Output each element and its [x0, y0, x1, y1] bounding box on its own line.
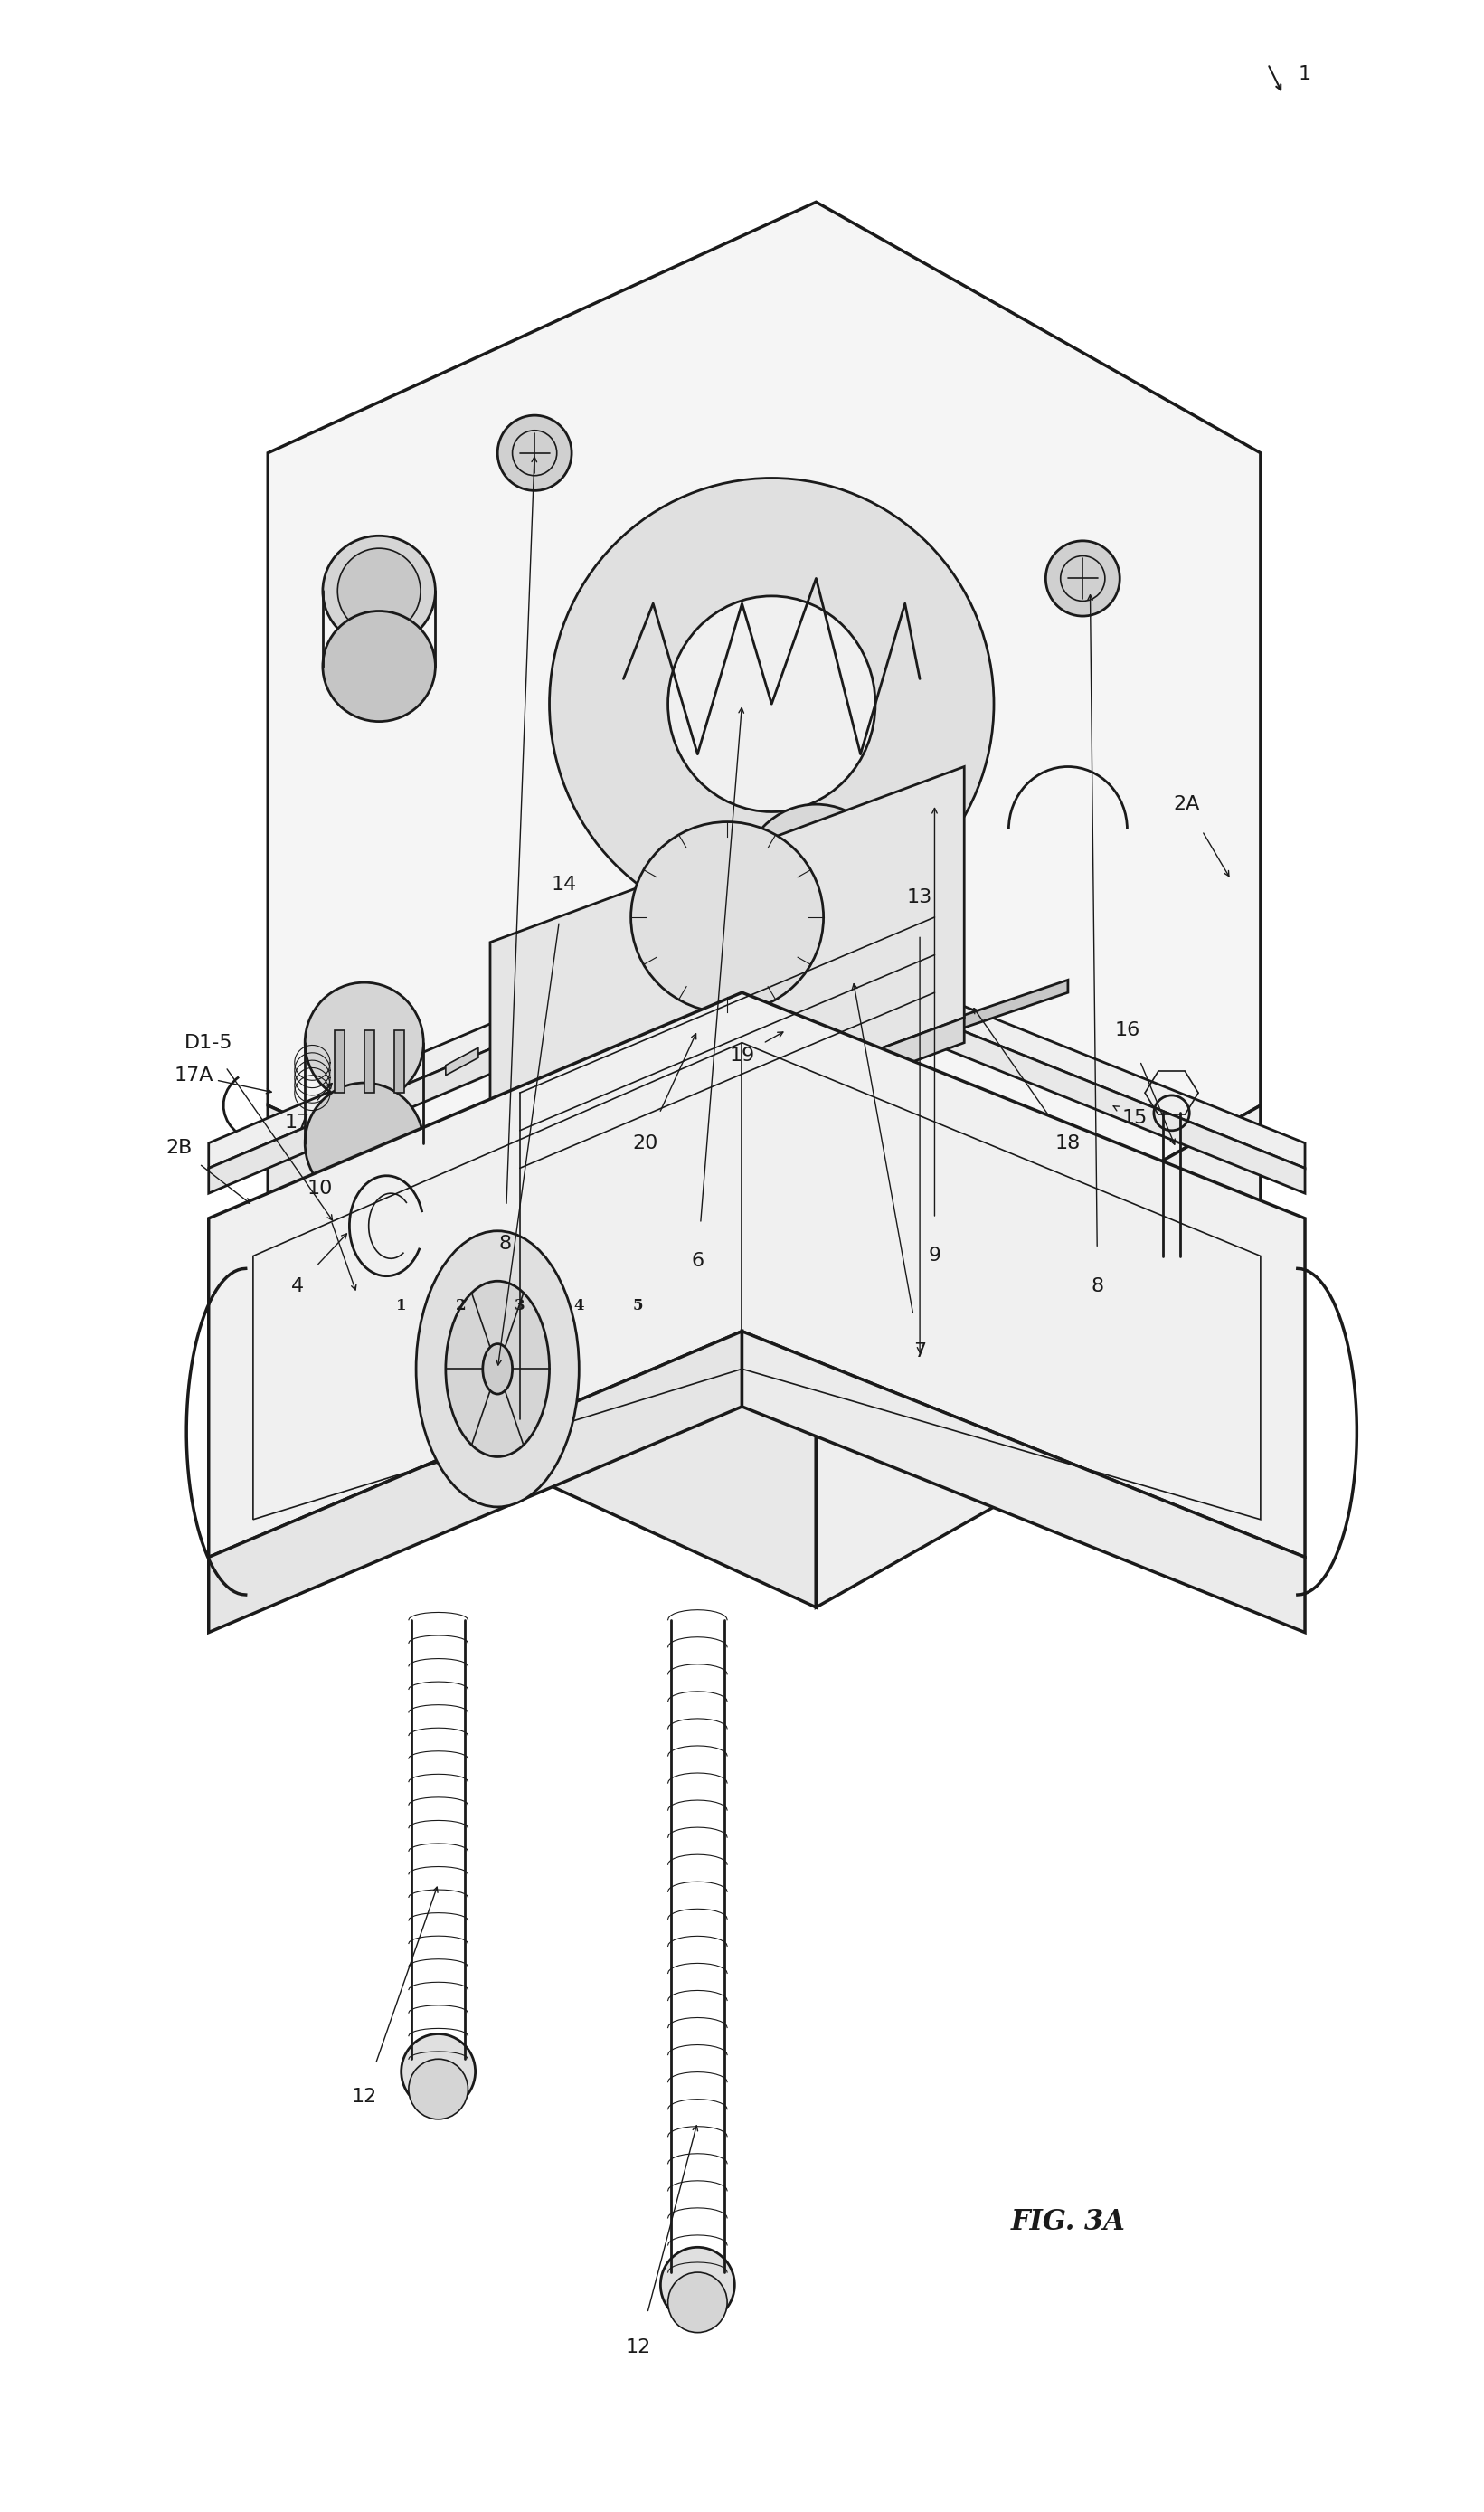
Polygon shape: [209, 942, 742, 1193]
Polygon shape: [445, 1048, 478, 1075]
Ellipse shape: [497, 414, 571, 490]
Polygon shape: [594, 1027, 626, 1055]
Polygon shape: [209, 917, 1304, 1168]
Polygon shape: [209, 992, 1304, 1557]
Polygon shape: [668, 1017, 700, 1045]
Text: 1: 1: [1298, 65, 1312, 83]
Text: 5: 5: [634, 1299, 644, 1314]
Text: 8: 8: [1091, 1276, 1104, 1296]
Text: 3: 3: [515, 1299, 525, 1314]
Text: 12: 12: [352, 2087, 377, 2105]
Ellipse shape: [482, 1344, 512, 1394]
Text: 12: 12: [626, 2339, 651, 2356]
Polygon shape: [364, 1030, 374, 1093]
Text: 2: 2: [456, 1299, 466, 1314]
Polygon shape: [816, 1105, 1260, 1608]
Ellipse shape: [322, 535, 435, 646]
Ellipse shape: [416, 1231, 579, 1507]
Ellipse shape: [408, 2060, 467, 2120]
Text: 1: 1: [396, 1299, 407, 1314]
Text: 20: 20: [632, 1133, 659, 1153]
Polygon shape: [742, 1331, 1304, 1633]
Ellipse shape: [668, 2273, 727, 2334]
Polygon shape: [772, 987, 905, 1045]
Ellipse shape: [304, 1083, 423, 1203]
Polygon shape: [269, 1105, 816, 1608]
Ellipse shape: [742, 804, 890, 955]
Text: 4: 4: [291, 1276, 304, 1296]
Text: 15: 15: [1122, 1108, 1147, 1128]
Text: 9: 9: [928, 1246, 941, 1266]
Text: 4: 4: [574, 1299, 585, 1314]
Ellipse shape: [668, 595, 876, 811]
Text: 2A: 2A: [1174, 796, 1199, 814]
Text: 17: 17: [285, 1113, 310, 1133]
Text: 17A: 17A: [174, 1065, 214, 1085]
Text: 8: 8: [499, 1233, 512, 1253]
Ellipse shape: [1046, 540, 1120, 615]
Text: 6: 6: [692, 1251, 703, 1271]
Polygon shape: [490, 766, 965, 1193]
Polygon shape: [269, 201, 1260, 1356]
Polygon shape: [742, 942, 1304, 1193]
Polygon shape: [209, 1331, 742, 1633]
Text: 16: 16: [1114, 1020, 1140, 1040]
Text: 19: 19: [729, 1045, 755, 1065]
Polygon shape: [371, 1058, 404, 1085]
Ellipse shape: [401, 2035, 475, 2110]
Text: 2B: 2B: [166, 1138, 193, 1158]
Polygon shape: [742, 879, 890, 1042]
Ellipse shape: [549, 477, 994, 929]
Ellipse shape: [445, 1281, 549, 1457]
Polygon shape: [393, 1030, 404, 1093]
Ellipse shape: [660, 2248, 735, 2324]
Text: 13: 13: [907, 889, 932, 907]
Ellipse shape: [304, 982, 423, 1103]
Polygon shape: [920, 980, 1068, 1042]
Text: 7: 7: [913, 1341, 926, 1362]
Polygon shape: [334, 1030, 344, 1093]
Ellipse shape: [322, 610, 435, 721]
Text: 18: 18: [1055, 1133, 1080, 1153]
Ellipse shape: [631, 821, 824, 1012]
Ellipse shape: [1155, 1238, 1189, 1274]
Polygon shape: [519, 1037, 552, 1065]
Text: FIG. 3A: FIG. 3A: [1011, 2208, 1125, 2236]
Text: D1-5: D1-5: [184, 1032, 233, 1053]
Polygon shape: [490, 1017, 965, 1218]
Text: 14: 14: [552, 877, 577, 894]
Ellipse shape: [337, 548, 420, 633]
Text: 10: 10: [307, 1178, 332, 1198]
